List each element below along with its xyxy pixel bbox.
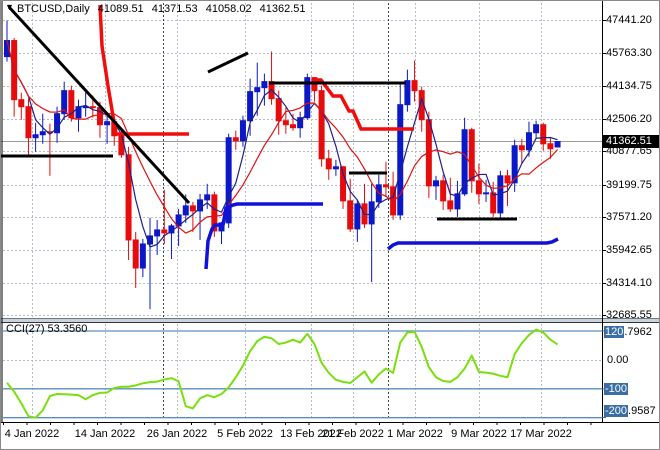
price-axis-label: 45763.30 (606, 47, 652, 59)
current-price-tag: 41362.51 (603, 135, 659, 148)
time-axis-label: 4 Jan 2022 (4, 428, 60, 440)
time-axis-label: 1 Mar 2022 (387, 428, 443, 440)
cci-axis-min-label: -200.9587 (604, 405, 656, 417)
support-step-line[interactable] (386, 237, 559, 251)
price-axis-label: 47441.20 (606, 14, 652, 26)
symbol-timeframe-label: BTCUSD,Daily (17, 3, 90, 15)
axes-frame (1, 1, 659, 425)
pane-splitter[interactable] (1, 318, 660, 322)
resistance-step-line[interactable] (98, 4, 189, 136)
trendline-object[interactable] (7, 5, 191, 205)
cci-axis-max-label: 120.7962 (604, 326, 652, 338)
ohlc-low-value: 41058.02 (205, 3, 252, 15)
ma-slow-line (6, 40, 558, 234)
price-axis-label: 42506.20 (606, 113, 652, 125)
ohlc-open-value: 41089.51 (97, 3, 144, 15)
time-axis-label: 14 Jan 2022 (74, 428, 136, 440)
time-axis-label: 26 Jan 2022 (146, 428, 208, 440)
chart-dropdown-icon[interactable]: ▼ (5, 2, 14, 12)
cci-axis-zero-label: 0.00 (607, 354, 629, 366)
time-axis-label: 13 Feb 2022 (280, 428, 342, 440)
time-axis-label: 5 Feb 2022 (217, 428, 273, 440)
chart-header: BTCUSD,Daily 41089.51 41371.53 41058.02 … (17, 3, 311, 15)
cci-level-neg100-box: -100 (604, 383, 629, 395)
time-axis-label: 17 Mar 2022 (510, 428, 572, 440)
price-axis-label: 40877.65 (606, 145, 652, 157)
ma-fast-line (6, 40, 558, 248)
cci-indicator-label: CCI(27) 53.3560 (6, 323, 88, 335)
price-axis-label: 32685.55 (606, 309, 652, 321)
support-step-line[interactable] (204, 202, 323, 270)
price-axis-label: 35942.65 (606, 244, 652, 256)
cci-line (6, 328, 559, 419)
ohlc-high-value: 41371.53 (151, 3, 198, 15)
candles-group (4, 20, 561, 310)
price-axis-label: 34314.10 (606, 277, 652, 289)
ohlc-close-value: 41362.51 (259, 3, 306, 15)
cci-level-neg200-box: -200 (604, 405, 629, 417)
time-axis-label: 21 Feb 2022 (322, 428, 384, 440)
price-axis-label: 37571.20 (606, 211, 652, 223)
time-axis-label: 9 Mar 2022 (451, 428, 507, 440)
price-axis-label: 44134.75 (606, 80, 652, 92)
price-axis-label: 39199.75 (606, 179, 652, 191)
trendline-object[interactable] (207, 51, 249, 74)
grid (3, 3, 601, 419)
cci-level-100-box: 120 (604, 326, 625, 338)
